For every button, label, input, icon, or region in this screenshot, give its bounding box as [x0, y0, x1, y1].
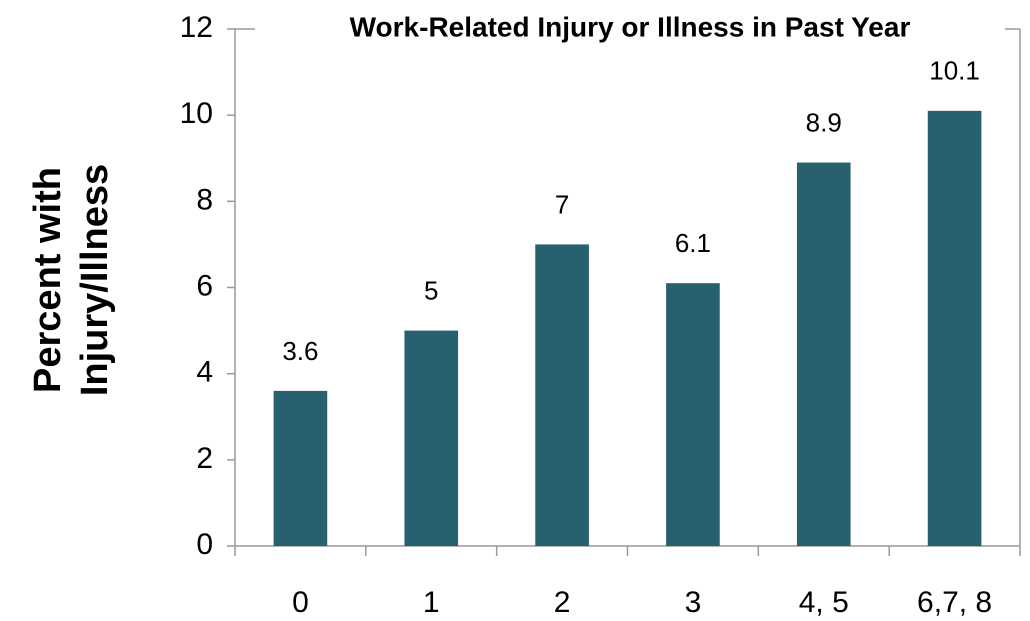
y-tick-label: 0 [196, 528, 213, 561]
data-label: 8.9 [806, 107, 842, 137]
bar [273, 390, 328, 546]
x-tick-label: 6,7, 8 [917, 586, 992, 619]
y-tick-label: 4 [196, 356, 213, 389]
bar [796, 162, 851, 546]
y-tick-label: 12 [180, 11, 213, 44]
x-tick-label: 4, 5 [799, 586, 849, 619]
y-tick-label: 10 [180, 97, 213, 130]
bar [666, 283, 720, 546]
data-label: 6.1 [675, 228, 711, 258]
data-label: 3.6 [282, 336, 318, 366]
y-axis-label: Injury/Illness [74, 164, 116, 396]
y-tick-label: 8 [196, 183, 213, 216]
bar [927, 110, 982, 546]
x-tick-label: 2 [554, 586, 571, 619]
bar [404, 330, 459, 546]
title-background [255, 8, 1005, 48]
y-tick-label: 6 [196, 269, 213, 302]
x-tick-label: 1 [423, 586, 440, 619]
chart-title: Work-Related Injury or Illness in Past Y… [350, 11, 911, 42]
x-tick-label: 3 [685, 586, 702, 619]
data-label: 5 [424, 275, 438, 305]
bar [535, 244, 589, 546]
y-axis-label: Percent with [27, 167, 69, 393]
data-label: 7 [555, 189, 569, 219]
y-tick-label: 2 [196, 442, 213, 475]
x-tick-label: 0 [292, 586, 309, 619]
data-label: 10.1 [929, 56, 980, 86]
